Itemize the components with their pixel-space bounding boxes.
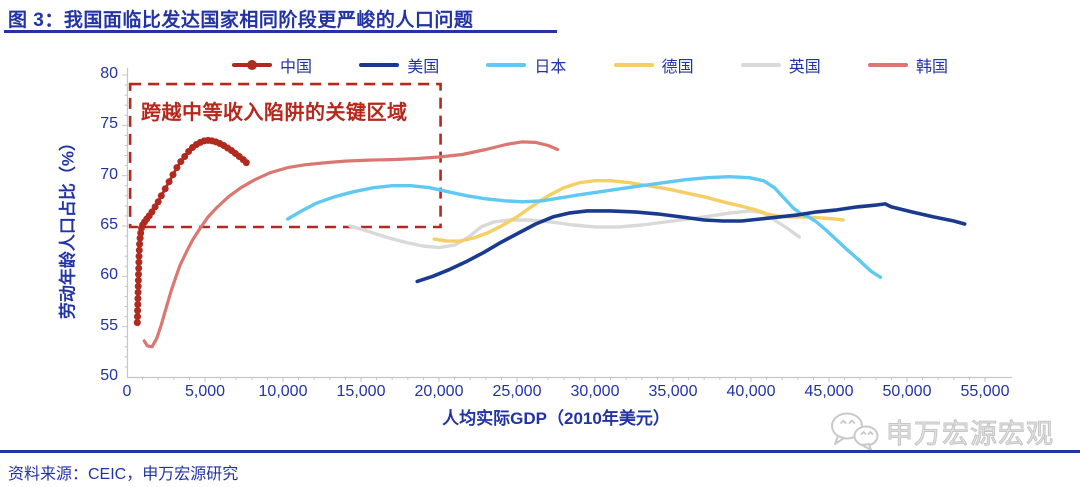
series-marker-china [154, 198, 162, 206]
series-marker-china [242, 159, 250, 167]
legend-label-uk: 英国 [788, 59, 821, 76]
x-tick-label: 20,000 [414, 383, 464, 400]
series-marker-china [134, 313, 141, 321]
series-line-korea [142, 140, 560, 349]
series-marker-china [134, 295, 142, 302]
series-marker-china [169, 171, 177, 179]
series-line-usa [415, 202, 967, 284]
legend-swatch-germany [613, 63, 654, 67]
legend-label-germany: 德国 [661, 59, 694, 76]
watermark-label: 申万宏源宏观 [886, 418, 1054, 449]
legend-label-china: 中国 [280, 59, 313, 76]
legend-item-usa: 美国 [359, 53, 439, 77]
legend-item-germany: 德国 [613, 53, 694, 77]
legend-marker-dot [247, 60, 257, 70]
x-axis-title: 人均实际GDP（2010年美元） [442, 409, 670, 428]
legend-swatch-korea [867, 63, 908, 67]
series-marker-china [133, 319, 141, 327]
series-marker-china [135, 246, 143, 254]
y-tick-label: 60 [100, 266, 118, 284]
series-marker-china [181, 153, 189, 160]
series-marker-china [134, 276, 142, 284]
legend-item-korea: 韩国 [867, 53, 948, 77]
x-tick-label: 15,000 [336, 383, 386, 400]
legend-label-japan: 日本 [534, 59, 567, 76]
series-marker-china [134, 282, 142, 290]
legend-label-usa: 美国 [407, 59, 440, 76]
x-axis-tick-labels: 0 5,000 10,000 15,000 20,000 25,000 30,000 35,0… [0, 383, 1080, 403]
x-tick-label: 25,000 [492, 383, 542, 400]
title-underline [4, 30, 557, 33]
series-marker-china [165, 178, 173, 186]
y-tick-label: 80 [100, 65, 118, 82]
x-tick-label: 5,000 [184, 383, 226, 400]
legend-swatch-japan [486, 63, 527, 67]
source-note: 资料来源：CEIC，申万宏源研究 [8, 466, 239, 483]
x-tick-label: 30,000 [570, 383, 620, 400]
legend-swatch-china [232, 60, 272, 70]
series-marker-china [136, 240, 144, 248]
legend-label-korea: 韩国 [915, 59, 948, 76]
y-tick-label: 50 [100, 367, 118, 384]
series-marker-china [135, 258, 143, 266]
legend-item-china: 中国 [232, 53, 312, 77]
y-tick-label: 75 [100, 115, 118, 133]
x-tick-label: 40,000 [726, 383, 776, 400]
series-marker-china [177, 158, 185, 166]
series-line-china [135, 138, 248, 325]
y-axis-title: 劳动年龄人口占比（%） [58, 133, 78, 320]
series-line-uk [348, 209, 802, 250]
chart-legend: 中国 美国 日本 德国 英国 韩国 [232, 53, 948, 77]
series-marker-china [148, 208, 156, 216]
series-marker-china [135, 270, 142, 278]
legend-swatch-uk [740, 63, 781, 67]
series-marker-china [134, 288, 142, 296]
x-tick-label: 10,000 [258, 383, 308, 400]
y-tick-label: 65 [100, 216, 118, 233]
x-tick-label: 50,000 [882, 383, 932, 400]
legend-item-japan: 日本 [486, 53, 566, 77]
series-marker-china [136, 234, 144, 242]
x-tick-label: 45,000 [804, 383, 854, 400]
y-axis-tick-labels: 80 75 70 65 60 55 50 [88, 0, 118, 400]
series-marker-china [151, 203, 159, 211]
bottom-rule [0, 450, 1080, 453]
series-marker-china [134, 307, 142, 315]
annotation-label: 跨越中等收入陷阱的关键区域 [141, 102, 408, 124]
x-tick-label: 55,000 [960, 383, 1010, 400]
series-line-japan [286, 174, 883, 279]
series-marker-china [157, 192, 165, 200]
watermark: 申万宏源宏观 [828, 411, 1054, 451]
series-marker-china [134, 301, 142, 308]
series-marker-china [135, 264, 143, 272]
series-marker-china [173, 164, 181, 172]
series-marker-china [161, 185, 169, 193]
wechat-icon [831, 412, 879, 451]
figure-title: 图 3：我国面临比发达国家相同阶段更严峻的人口问题 [8, 10, 474, 31]
legend-item-uk: 英国 [740, 53, 821, 77]
series-marker-china [135, 252, 143, 260]
y-tick-label: 70 [100, 165, 118, 183]
y-tick-label: 55 [100, 316, 118, 334]
x-tick-label: 0 [122, 383, 132, 400]
legend-swatch-usa [359, 63, 400, 67]
x-tick-label: 35,000 [648, 383, 698, 400]
